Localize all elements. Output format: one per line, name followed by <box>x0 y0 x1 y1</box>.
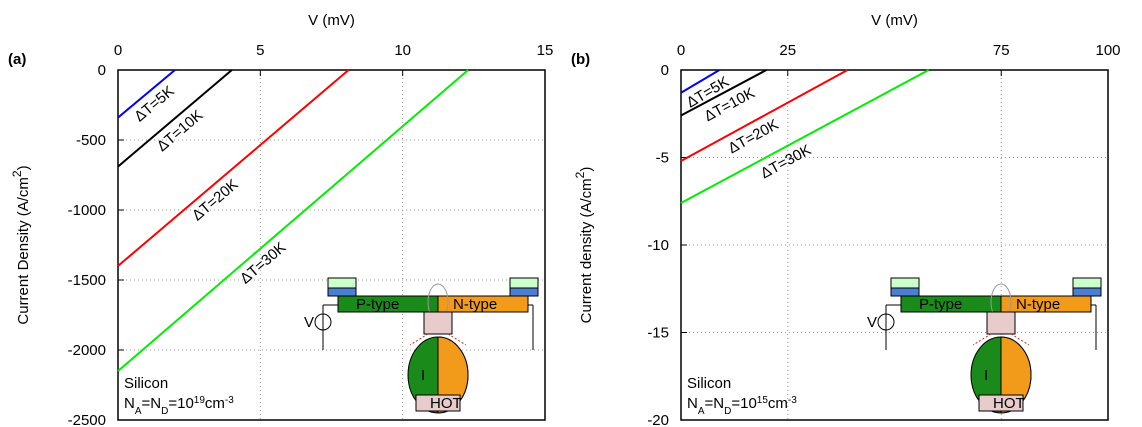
zoom-guide <box>447 333 467 346</box>
p-type-label: P-type <box>356 296 399 313</box>
doping-label-part: -3 <box>225 395 234 406</box>
x-tick-label: 100 <box>1095 42 1120 59</box>
doping-label: NA=ND=1015cm-3 <box>687 395 797 417</box>
material-label: Silicon <box>124 375 168 392</box>
contact <box>890 287 920 297</box>
y-tick-label: -2500 <box>68 412 106 427</box>
doping-label-part: -3 <box>788 395 797 406</box>
y-tick-label: 0 <box>661 62 669 79</box>
y-tick-label: -10 <box>647 237 669 254</box>
plot-frame <box>117 69 546 421</box>
y-tick-label: -1500 <box>68 272 106 289</box>
series-line <box>680 69 767 117</box>
doping-label-part: 19 <box>194 395 206 406</box>
zoom-guide <box>409 333 429 346</box>
y-tick-label: -1000 <box>68 202 106 219</box>
doping-label: NA=ND=1019cm-3 <box>124 395 234 417</box>
y-axis-label-part: Current Density (A/cm <box>15 177 32 325</box>
doping-label-part: =10 <box>731 395 756 412</box>
y-axis-label-part: ) <box>578 167 595 172</box>
y-tick-label: -2000 <box>68 342 106 359</box>
series-label: ΔT=5K <box>131 83 177 126</box>
n-region <box>437 295 529 313</box>
y-axis-label-part: 2 <box>573 171 587 178</box>
x-tick-label: 0 <box>114 42 122 59</box>
panel-label: (a) <box>8 51 26 68</box>
y-axis-label: Current density (A/cm2) <box>573 167 595 324</box>
hot-label: HOT <box>430 395 462 412</box>
x-tick-label: 25 <box>779 42 796 59</box>
doping-label-part: 15 <box>757 395 769 406</box>
y-axis-label-part: 2 <box>10 170 24 177</box>
current-label: I <box>421 367 425 384</box>
x-tick-label: 0 <box>677 42 685 59</box>
heater <box>423 311 453 335</box>
zoom-hot <box>978 394 1024 412</box>
doping-label-part: N <box>687 395 698 412</box>
contact <box>1072 277 1102 289</box>
x-tick-label: 5 <box>256 42 264 59</box>
y-tick-label: -20 <box>647 412 669 427</box>
device-inset: P-type N-type V HOT I <box>867 277 1102 414</box>
n-type-label: N-type <box>1016 296 1060 313</box>
heater <box>986 311 1016 335</box>
contact <box>509 277 539 289</box>
n-region <box>1000 295 1092 313</box>
series-line <box>680 69 849 162</box>
current-label: I <box>984 367 988 384</box>
panel: 0 25 75 100 0 -5 -10 -15 -20 V (mV) Current densit… <box>571 12 1121 427</box>
zoom-guide <box>972 333 992 346</box>
doping-label-part: =10 <box>168 395 193 412</box>
material-label: Silicon <box>687 375 731 392</box>
doping-label-part: N <box>124 395 135 412</box>
v-label: V <box>867 314 877 331</box>
series-line <box>117 69 350 267</box>
x-axis-label: V (mV) <box>308 12 355 29</box>
y-tick-label: -500 <box>76 132 106 149</box>
x-tick-label: 75 <box>993 42 1010 59</box>
doping-label-part: D <box>724 406 731 417</box>
series-line <box>117 69 469 372</box>
series-line <box>117 69 176 119</box>
y-axis-label-part: Current density (A/cm <box>578 178 595 323</box>
y-tick-label: -15 <box>647 325 669 342</box>
x-axis-label: V (mV) <box>871 12 918 29</box>
x-tick-label: 10 <box>394 42 411 59</box>
doping-label-part: cm <box>768 395 788 412</box>
series-line <box>680 69 930 204</box>
zoom-guide <box>1010 333 1030 346</box>
y-tick-label: 0 <box>98 62 106 79</box>
y-axis-label-part: ) <box>15 165 32 170</box>
doping-label-part: =N <box>705 395 725 412</box>
doping-label-part: A <box>135 406 142 417</box>
doping-label-part: cm <box>205 395 225 412</box>
contact <box>1072 287 1102 297</box>
series-line <box>117 69 233 168</box>
zoom-hot <box>415 394 461 412</box>
contact <box>509 287 539 297</box>
contact <box>327 277 357 289</box>
v-label: V <box>304 314 314 331</box>
contact <box>327 287 357 297</box>
series-line <box>680 69 720 94</box>
device-inset: P-type N-type V HOT I <box>304 277 539 414</box>
p-type-label: P-type <box>919 296 962 313</box>
contact <box>890 277 920 289</box>
doping-label-part: =N <box>142 395 162 412</box>
y-tick-label: -5 <box>656 150 669 167</box>
y-axis-label: Current Density (A/cm2) <box>10 165 32 324</box>
plot-frame <box>680 69 1109 421</box>
doping-label-part: D <box>161 406 168 417</box>
x-tick-label: 15 <box>537 42 554 59</box>
panel: 0 5 10 15 0 -500 -1000 -1500 -2000 -2500 V (mV) Cur… <box>8 12 553 427</box>
hot-label: HOT <box>993 395 1025 412</box>
panel-label: (b) <box>571 51 590 68</box>
doping-label-part: A <box>698 406 705 417</box>
n-type-label: N-type <box>453 296 497 313</box>
